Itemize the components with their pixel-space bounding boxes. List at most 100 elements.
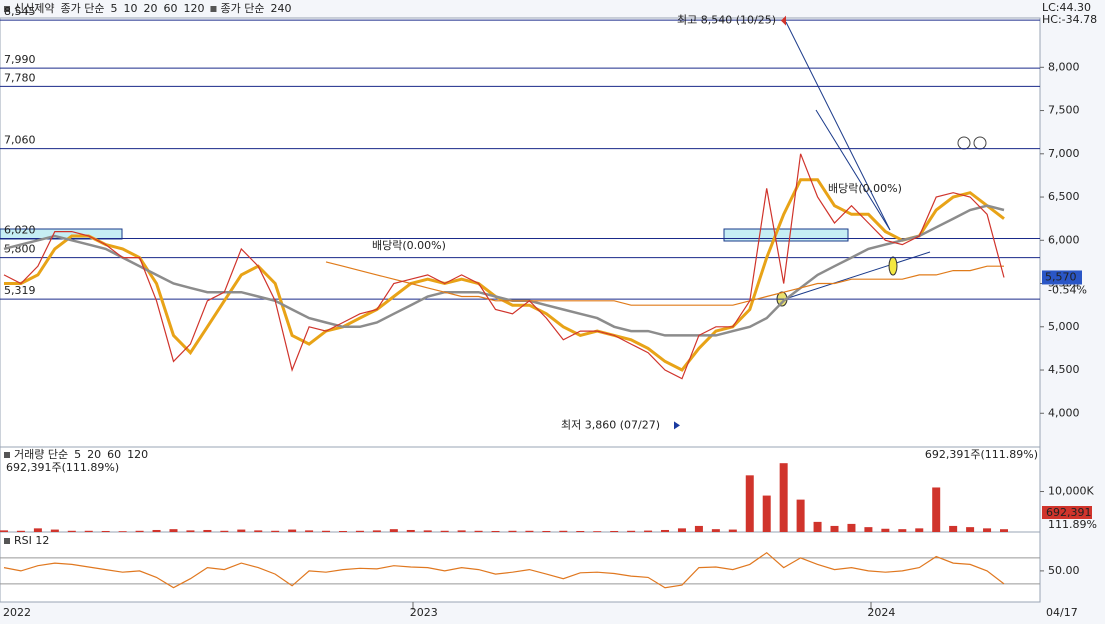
trend-line [815,109,891,231]
price-level-label: 7,060 [4,134,36,147]
high-label: 최고 8,540 (10/25) [677,14,776,27]
volume-bar [728,529,737,532]
volume-bar [0,530,8,532]
volume-bar [406,529,415,532]
volume-summary: 692,391주(111.89%) [925,448,1038,461]
current-price-label: 5,570 [1045,270,1077,283]
volume-bar [627,530,636,532]
rsi-panel [0,531,1041,603]
volume-bar [220,530,229,532]
volume-bar [610,530,619,532]
volume-panel [0,446,1041,533]
volume-bar [389,529,398,532]
volume-bar [762,495,771,532]
volume-bar [372,530,381,532]
volume-bar [745,475,754,532]
volume-bar [1000,529,1008,532]
y-tick-label: 6,000 [1048,233,1080,246]
x-tick-label: 2024 [867,606,895,619]
volume-bar [338,530,347,532]
panel-title: RSI 12 [14,534,49,547]
volume-bar [457,530,466,532]
volume-bar [271,530,280,532]
rsi-line [3,551,1005,589]
volume-bar [152,529,161,532]
y-tick-label: 5,000 [1048,320,1080,333]
volume-bar [915,528,924,532]
legend-label: 120 [183,2,204,15]
y-tick-label: 7,500 [1048,104,1080,117]
volume-bar [644,530,653,532]
legend-label: 20 [143,2,157,15]
price-level-label: 5,319 [4,284,36,297]
volume-bar [559,530,568,532]
low-label: 최저 3,860 (07/27) [561,418,660,431]
volume-bar [135,530,144,532]
ma-line [325,261,1004,306]
legend-label: 5 [74,448,81,461]
end-date-label: 04/17 [1046,606,1078,619]
header-square [4,538,10,544]
volume-bar [593,531,602,532]
volume-bar [440,530,449,532]
volume-bar [542,530,551,532]
marker-circle [973,136,987,150]
volume-bar [898,529,907,532]
volume-bar [525,530,534,532]
header-square [4,452,10,458]
header-square [210,6,217,12]
volume-bar [847,523,856,532]
price-level-label: 7,780 [4,71,36,84]
volume-bar [779,463,788,532]
volume-bar [796,499,805,532]
volume-summary: 692,391주(111.89%) [6,461,119,474]
ma-line [3,204,1005,337]
marker-circle [957,136,971,150]
volume-ratio-label: 111.89% [1048,518,1097,531]
volume-bar [322,530,331,532]
volume-bar [288,529,297,532]
volume-bar [949,525,958,532]
volume-bar [491,530,500,532]
volume-bar [932,487,941,532]
lc-label: LC:44.30 [1042,1,1091,14]
legend-label: 60 [163,2,177,15]
price-line [3,153,1005,380]
high-marker [781,15,786,26]
volume-bar [237,529,246,532]
volume-bar [67,530,76,532]
y-tick-label: 8,000 [1048,60,1080,73]
marker-ellipse [888,256,898,276]
volume-bar [677,528,686,532]
volume-bar [694,525,703,532]
volume-bar [983,528,992,532]
y-tick-label: 50.00 [1048,564,1080,577]
change-label: -0.54% [1048,283,1087,296]
y-tick-label: 4,500 [1048,363,1080,376]
current-price-box [1042,270,1082,285]
legend-label: 종가 단순 [60,2,104,15]
volume-bar [101,530,110,532]
volume-bar [305,530,314,532]
volume-current-label: 692,391 [1046,506,1092,519]
volume-bar [186,530,195,532]
dividend-label: 배당락(0.00%) [372,239,446,252]
volume-bar [661,529,670,532]
y-tick-label: 10,000K [1048,485,1094,498]
header-square [4,6,10,12]
volume-bar [881,528,890,532]
legend-label: 거래량 단순 [14,448,68,461]
price-level-label: 7,990 [4,53,36,66]
volume-bar [16,530,25,532]
legend-label: 240 [270,2,291,15]
legend-label: 20 [87,448,101,461]
box-zone [723,228,849,242]
volume-bar [203,529,212,532]
legend-label: 신신제약 [14,1,54,15]
volume-bar [966,527,975,532]
volume-bar [864,527,873,532]
volume-bar [830,525,839,532]
y-tick-label: 4,000 [1048,406,1080,419]
price-panel [0,17,1041,448]
volume-bar [50,529,59,532]
